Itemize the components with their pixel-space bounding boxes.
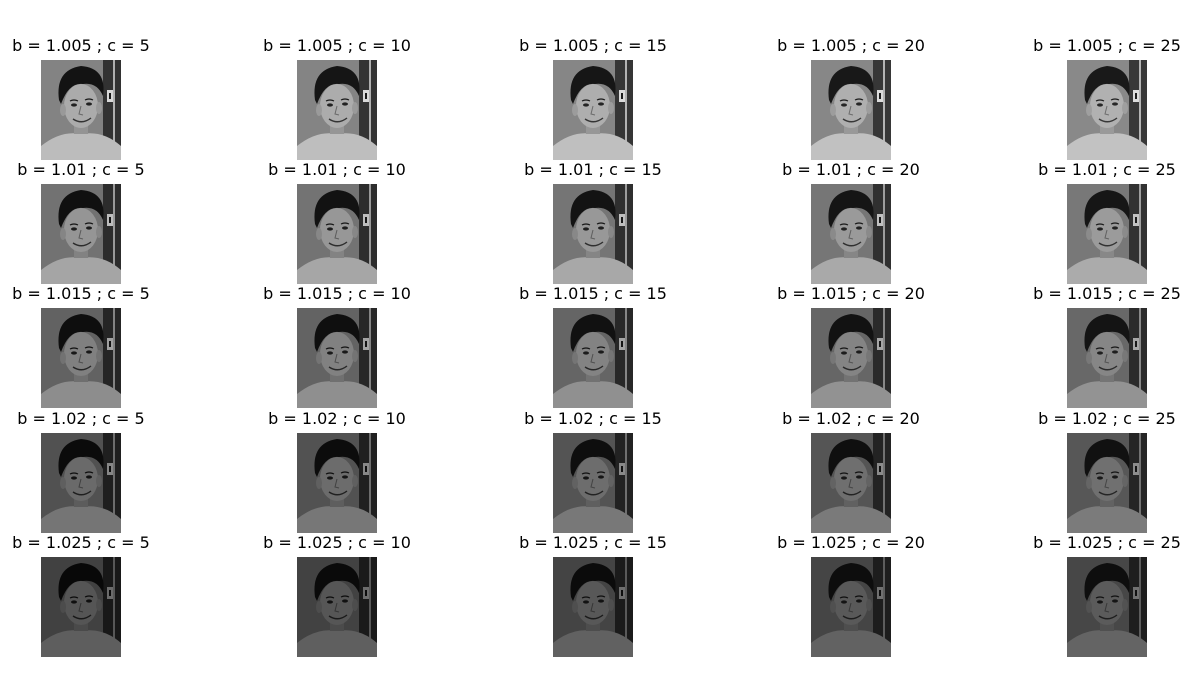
image-panel: b = 1.01 ; c = 15 bbox=[478, 160, 708, 284]
image-panel: b = 1.025 ; c = 5 bbox=[0, 533, 196, 657]
image-panel: b = 1.025 ; c = 10 bbox=[222, 533, 452, 657]
panel-title: b = 1.025 ; c = 10 bbox=[263, 533, 411, 552]
portrait-image bbox=[41, 308, 121, 408]
portrait-image bbox=[811, 557, 891, 657]
portrait-image bbox=[553, 308, 633, 408]
image-panel: b = 1.02 ; c = 5 bbox=[0, 409, 196, 533]
panel-title: b = 1.015 ; c = 20 bbox=[777, 284, 925, 303]
panel-title: b = 1.005 ; c = 15 bbox=[519, 36, 667, 55]
panel-title: b = 1.01 ; c = 20 bbox=[782, 160, 920, 179]
image-panel: b = 1.005 ; c = 15 bbox=[478, 36, 708, 160]
panel-title: b = 1.015 ; c = 10 bbox=[263, 284, 411, 303]
image-panel: b = 1.005 ; c = 5 bbox=[0, 36, 196, 160]
portrait-image bbox=[811, 433, 891, 533]
panel-title: b = 1.015 ; c = 25 bbox=[1033, 284, 1181, 303]
panel-title: b = 1.025 ; c = 25 bbox=[1033, 533, 1181, 552]
panel-title: b = 1.02 ; c = 15 bbox=[524, 409, 662, 428]
portrait-image bbox=[811, 184, 891, 284]
portrait-image bbox=[41, 184, 121, 284]
portrait-image bbox=[41, 60, 121, 160]
image-panel: b = 1.02 ; c = 10 bbox=[222, 409, 452, 533]
panel-title: b = 1.005 ; c = 20 bbox=[777, 36, 925, 55]
image-panel: b = 1.02 ; c = 15 bbox=[478, 409, 708, 533]
image-panel: b = 1.025 ; c = 15 bbox=[478, 533, 708, 657]
image-panel: b = 1.01 ; c = 10 bbox=[222, 160, 452, 284]
image-panel: b = 1.005 ; c = 25 bbox=[992, 36, 1190, 160]
panel-title: b = 1.015 ; c = 15 bbox=[519, 284, 667, 303]
panel-title: b = 1.025 ; c = 20 bbox=[777, 533, 925, 552]
image-panel: b = 1.005 ; c = 10 bbox=[222, 36, 452, 160]
panel-title: b = 1.02 ; c = 10 bbox=[268, 409, 406, 428]
panel-title: b = 1.025 ; c = 15 bbox=[519, 533, 667, 552]
portrait-image bbox=[553, 557, 633, 657]
panel-title: b = 1.01 ; c = 10 bbox=[268, 160, 406, 179]
portrait-image bbox=[811, 60, 891, 160]
panel-title: b = 1.025 ; c = 5 bbox=[12, 533, 150, 552]
panel-title: b = 1.005 ; c = 10 bbox=[263, 36, 411, 55]
portrait-image bbox=[553, 433, 633, 533]
portrait-image bbox=[1067, 308, 1147, 408]
image-panel: b = 1.01 ; c = 5 bbox=[0, 160, 196, 284]
image-panel: b = 1.025 ; c = 25 bbox=[992, 533, 1190, 657]
panel-title: b = 1.01 ; c = 5 bbox=[17, 160, 145, 179]
image-panel: b = 1.01 ; c = 25 bbox=[992, 160, 1190, 284]
portrait-image bbox=[297, 60, 377, 160]
panel-title: b = 1.005 ; c = 5 bbox=[12, 36, 150, 55]
panel-title: b = 1.015 ; c = 5 bbox=[12, 284, 150, 303]
portrait-image bbox=[1067, 557, 1147, 657]
portrait-image bbox=[1067, 60, 1147, 160]
image-panel: b = 1.02 ; c = 25 bbox=[992, 409, 1190, 533]
portrait-image bbox=[1067, 433, 1147, 533]
portrait-image bbox=[297, 557, 377, 657]
image-panel: b = 1.01 ; c = 20 bbox=[736, 160, 966, 284]
image-panel: b = 1.015 ; c = 15 bbox=[478, 284, 708, 408]
portrait-image bbox=[297, 433, 377, 533]
panel-title: b = 1.005 ; c = 25 bbox=[1033, 36, 1181, 55]
panel-title: b = 1.02 ; c = 20 bbox=[782, 409, 920, 428]
portrait-image bbox=[1067, 184, 1147, 284]
portrait-image bbox=[553, 184, 633, 284]
image-panel: b = 1.015 ; c = 25 bbox=[992, 284, 1190, 408]
portrait-image bbox=[811, 308, 891, 408]
portrait-image bbox=[41, 433, 121, 533]
image-panel: b = 1.005 ; c = 20 bbox=[736, 36, 966, 160]
image-panel: b = 1.015 ; c = 10 bbox=[222, 284, 452, 408]
panel-title: b = 1.02 ; c = 25 bbox=[1038, 409, 1176, 428]
image-panel: b = 1.015 ; c = 5 bbox=[0, 284, 196, 408]
image-panel: b = 1.015 ; c = 20 bbox=[736, 284, 966, 408]
panel-title: b = 1.01 ; c = 25 bbox=[1038, 160, 1176, 179]
portrait-image bbox=[297, 308, 377, 408]
panel-title: b = 1.01 ; c = 15 bbox=[524, 160, 662, 179]
panel-title: b = 1.02 ; c = 5 bbox=[17, 409, 145, 428]
portrait-image bbox=[553, 60, 633, 160]
portrait-image bbox=[297, 184, 377, 284]
portrait-image bbox=[41, 557, 121, 657]
image-panel: b = 1.02 ; c = 20 bbox=[736, 409, 966, 533]
image-panel: b = 1.025 ; c = 20 bbox=[736, 533, 966, 657]
